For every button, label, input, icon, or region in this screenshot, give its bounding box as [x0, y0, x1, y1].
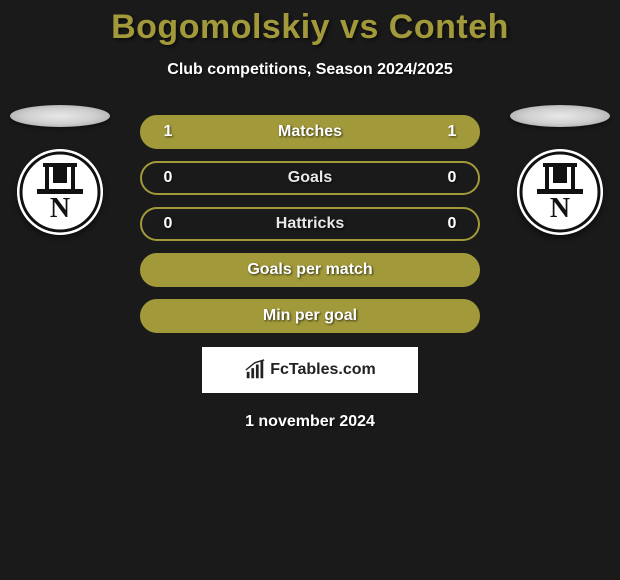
club-crest-icon: N: [517, 149, 603, 235]
stat-value-right: 0: [442, 169, 462, 187]
attribution-text: FcTables.com: [270, 361, 376, 379]
stat-label: Matches: [278, 123, 342, 141]
stat-row: 1 Matches 1: [140, 115, 480, 149]
stat-value-left: 0: [158, 169, 178, 187]
stat-row: Goals per match: [140, 253, 480, 287]
club-logo-right: N: [517, 149, 603, 235]
page-title: Bogomolskiy vs Conteh: [0, 8, 620, 47]
club-logo-left: N: [17, 149, 103, 235]
stat-row: Min per goal: [140, 299, 480, 333]
comparison-card: Bogomolskiy vs Conteh Club competitions,…: [0, 0, 620, 431]
stat-value-right: 0: [442, 215, 462, 233]
stat-label: Min per goal: [263, 307, 357, 325]
player-right-badge-group: N: [510, 105, 610, 235]
shadow-ellipse-left: [10, 105, 110, 127]
stat-label: Hattricks: [276, 215, 344, 233]
date-text: 1 november 2024: [0, 413, 620, 431]
stat-value-right: 1: [442, 123, 462, 141]
stat-label: Goals per match: [247, 261, 372, 279]
stat-row: 0 Goals 0: [140, 161, 480, 195]
player-left-badge-group: N: [10, 105, 110, 235]
chart-icon: [244, 359, 266, 381]
club-crest-icon: N: [17, 149, 103, 235]
stats-area: N N 1Matches10Goals00Hattricks0Goals: [0, 115, 620, 333]
svg-text:N: N: [550, 193, 570, 224]
shadow-ellipse-right: [510, 105, 610, 127]
stat-value-left: 1: [158, 123, 178, 141]
stat-label: Goals: [288, 169, 332, 187]
stat-value-left: 0: [158, 215, 178, 233]
stat-row: 0 Hattricks 0: [140, 207, 480, 241]
svg-text:N: N: [50, 193, 70, 224]
subtitle: Club competitions, Season 2024/2025: [0, 61, 620, 79]
attribution-badge: FcTables.com: [202, 347, 418, 393]
